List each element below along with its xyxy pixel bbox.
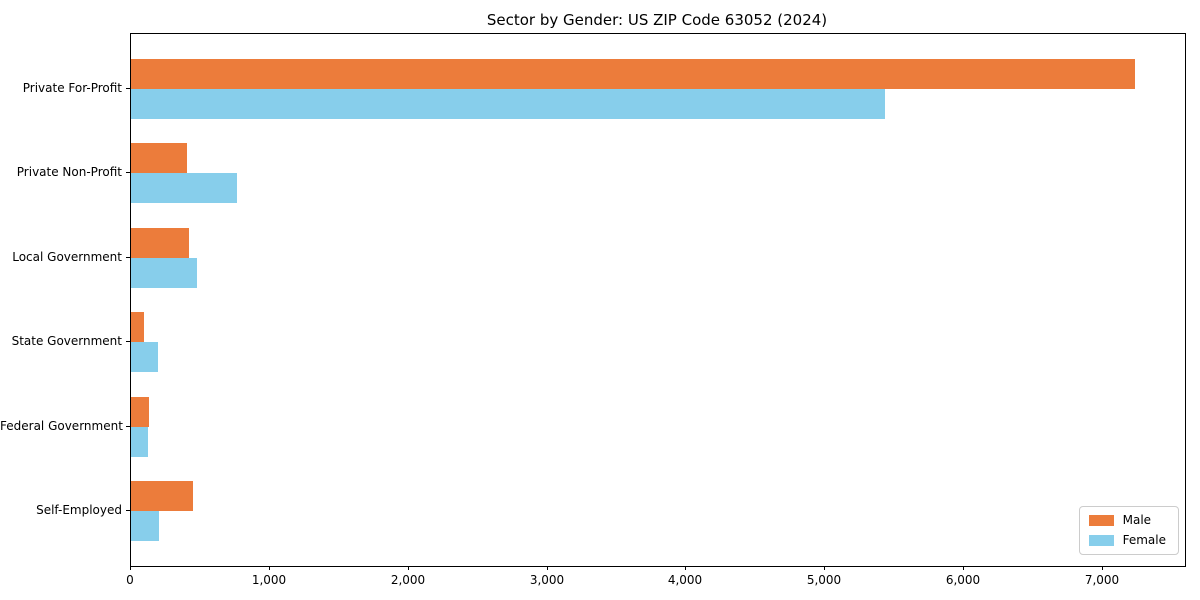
chart-title: Sector by Gender: US ZIP Code 63052 (202…: [486, 11, 828, 29]
x-axis-tick-3: [547, 566, 548, 570]
y-axis-tick-0: [126, 88, 130, 89]
x-axis-tick-7: [1102, 566, 1103, 570]
bar-male-0: [131, 58, 1135, 89]
x-axis-label-1: 1,000: [251, 573, 287, 587]
x-axis-label-2: 2,000: [390, 573, 426, 587]
legend: Male Female: [1078, 506, 1179, 555]
bar-female-0: [131, 88, 885, 119]
bar-female-5: [131, 511, 159, 542]
y-axis-label-4: Federal Government: [0, 419, 123, 433]
bar-male-4: [131, 396, 150, 427]
y-axis-tick-5: [126, 510, 130, 511]
legend-label-female: Female: [1122, 533, 1166, 547]
x-axis-tick-4: [685, 566, 686, 570]
x-axis-label-3: 3,000: [529, 573, 565, 587]
bar-male-2: [131, 227, 190, 258]
y-axis-tick-4: [126, 426, 130, 427]
y-axis-label-5: Self-Employed: [36, 503, 122, 517]
y-axis-tick-2: [126, 257, 130, 258]
bar-female-4: [131, 426, 148, 457]
x-axis-label-5: 5,000: [806, 573, 842, 587]
x-axis-tick-6: [963, 566, 964, 570]
bar-female-2: [131, 257, 197, 288]
legend-item-female: Female: [1088, 533, 1166, 547]
x-axis-label-0: 0: [126, 573, 134, 587]
legend-swatch-female: [1088, 535, 1114, 546]
y-axis-label-2: Local Government: [12, 250, 122, 264]
bar-male-1: [131, 143, 187, 174]
bar-female-1: [131, 173, 237, 204]
x-axis-label-7: 7,000: [1084, 573, 1120, 587]
bar-female-3: [131, 342, 159, 373]
x-axis-tick-1: [269, 566, 270, 570]
x-axis-tick-2: [408, 566, 409, 570]
bar-male-3: [131, 312, 145, 343]
plot-area: Male Female: [130, 33, 1186, 567]
y-axis-label-3: State Government: [11, 334, 122, 348]
x-axis-tick-5: [824, 566, 825, 570]
x-axis-tick-0: [130, 566, 131, 570]
y-axis-tick-1: [126, 172, 130, 173]
y-axis-tick-3: [126, 341, 130, 342]
bar-male-5: [131, 481, 193, 512]
y-axis-label-1: Private Non-Profit: [16, 165, 122, 179]
y-axis-label-0: Private For-Profit: [22, 81, 122, 95]
legend-label-male: Male: [1122, 513, 1152, 527]
legend-swatch-male: [1088, 515, 1114, 526]
x-axis-label-4: 4,000: [667, 573, 703, 587]
x-axis-label-6: 6,000: [945, 573, 981, 587]
legend-item-male: Male: [1088, 513, 1166, 527]
